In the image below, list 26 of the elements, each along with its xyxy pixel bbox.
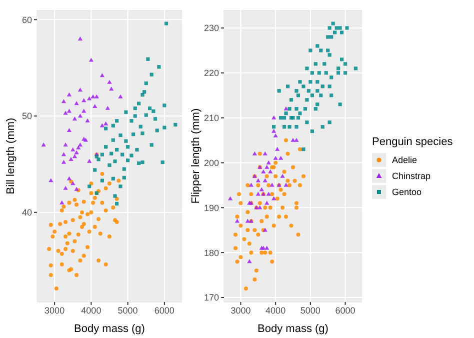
y-tick-label: 190 [204, 202, 219, 213]
y-axis-title: Bill length (mm) [4, 118, 17, 194]
y-tick-label: 50 [22, 111, 32, 122]
legend-label: Chinstrap [392, 171, 431, 181]
y-tick-label: 230 [204, 23, 219, 34]
y-tick-label: 210 [204, 113, 219, 124]
y-tick-label: 200 [204, 158, 219, 168]
x-tick-label: 6000 [154, 305, 174, 316]
y-tick-label: 60 [22, 14, 32, 25]
x-axis-title: Body mass (g) [258, 323, 328, 335]
y-axis-title: Flipper length (mm) [190, 108, 202, 204]
y-tick-label: 40 [22, 208, 32, 218]
x-tick-label: 4000 [81, 305, 102, 316]
x-tick-label: 3000 [44, 305, 65, 316]
legend-label: Adelie [392, 155, 418, 165]
x-tick-label: 6000 [335, 305, 356, 316]
y-tick-label: 170 [204, 292, 219, 303]
y-tick-label: 220 [204, 68, 219, 78]
legend-title: Penguin species [372, 136, 453, 148]
x-axis-title: Body mass (g) [74, 323, 145, 335]
x-tick-label: 3000 [230, 305, 251, 316]
legend-label: Gentoo [392, 187, 422, 197]
x-tick-label: 4000 [266, 305, 286, 316]
x-tick-label: 5000 [300, 305, 320, 316]
y-tick-label: 180 [204, 248, 219, 258]
x-tick-label: 5000 [118, 305, 138, 316]
